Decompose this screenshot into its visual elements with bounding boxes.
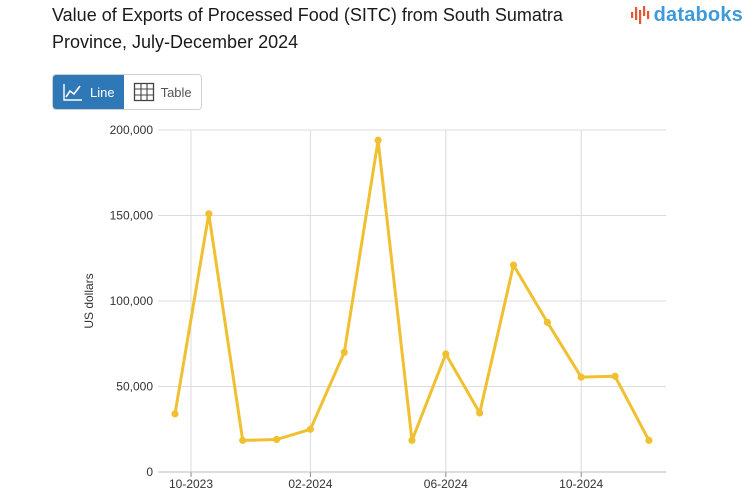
x-tick-label: 02-2024 bbox=[288, 477, 332, 491]
y-tick-label: 200,000 bbox=[110, 123, 154, 137]
chart-title: Value of Exports of Processed Food (SITC… bbox=[52, 5, 563, 52]
data-point bbox=[408, 436, 416, 444]
line-view-button[interactable]: Line bbox=[53, 75, 124, 109]
logo-text: databoks bbox=[653, 3, 743, 26]
y-tick-label: 50,000 bbox=[116, 380, 153, 394]
line-view-label: Line bbox=[90, 84, 115, 100]
y-axis-title: US dollars bbox=[82, 273, 96, 328]
data-point bbox=[171, 410, 179, 418]
data-point bbox=[611, 372, 619, 380]
data-point bbox=[340, 348, 348, 356]
data-point bbox=[509, 261, 518, 269]
x-tick-label: 10-2024 bbox=[559, 477, 603, 491]
data-point bbox=[442, 350, 450, 358]
y-tick-label: 100,000 bbox=[110, 294, 154, 308]
y-tick-label: 0 bbox=[146, 465, 153, 479]
data-point bbox=[306, 425, 314, 433]
table-view-label: Table bbox=[160, 84, 192, 100]
data-point bbox=[374, 136, 382, 144]
data-point bbox=[205, 210, 213, 218]
y-tick-label: 150,000 bbox=[110, 209, 154, 223]
data-point bbox=[543, 318, 551, 326]
data-point bbox=[476, 409, 484, 417]
x-tick-label: 10-2023 bbox=[169, 477, 213, 491]
table-grid-icon bbox=[133, 82, 154, 102]
series-line bbox=[173, 138, 651, 442]
x-tick-label: 06-2024 bbox=[424, 477, 468, 491]
table-view-button[interactable]: Table bbox=[123, 75, 201, 109]
line-chart-icon bbox=[63, 84, 82, 101]
databoks-bars-icon bbox=[630, 6, 649, 24]
data-point bbox=[239, 436, 247, 444]
view-toggle: Line Table bbox=[52, 74, 202, 110]
data-point bbox=[645, 436, 653, 444]
data-point bbox=[272, 435, 281, 444]
data-point bbox=[577, 373, 585, 381]
databoks-logo[interactable]: databoks bbox=[630, 3, 743, 27]
